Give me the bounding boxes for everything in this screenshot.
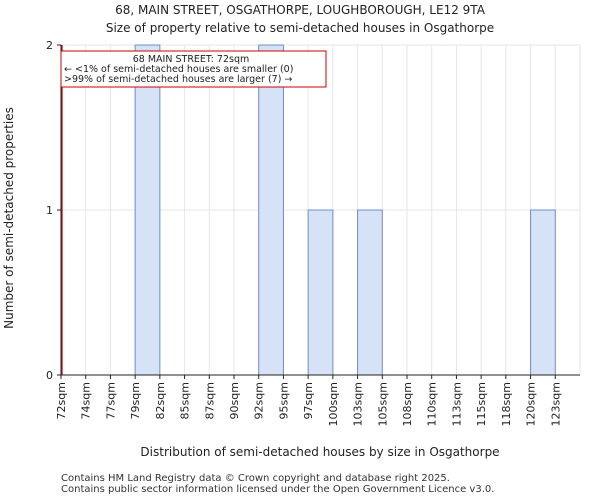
x-tick-label-113sqm: 113sqm <box>450 382 463 426</box>
bar-97sqm <box>307 209 334 376</box>
x-tick-label-105sqm: 105sqm <box>376 382 389 426</box>
footer-line-1: Contains HM Land Registry data © Crown c… <box>61 473 450 484</box>
axes <box>57 44 580 379</box>
x-tick-label-115sqm: 115sqm <box>475 382 488 426</box>
footer-line-2: Contains public sector information licen… <box>61 484 495 495</box>
annotation-line-2: ← <1% of semi-detached houses are smalle… <box>64 64 293 75</box>
bar-103sqm <box>357 209 383 376</box>
x-tick-label-85sqm: 85sqm <box>179 382 192 419</box>
x-tick-label-92sqm: 92sqm <box>253 382 266 419</box>
x-tick-label-77sqm: 77sqm <box>104 382 117 419</box>
y-tick-label-0: 0 <box>46 369 53 382</box>
y-tick-label-1: 1 <box>46 204 53 217</box>
x-tick-label-97sqm: 97sqm <box>302 382 315 419</box>
x-tick-label-79sqm: 79sqm <box>129 382 142 419</box>
x-tick-label-74sqm: 74sqm <box>80 382 93 419</box>
annotation-box: 68 MAIN STREET: 72sqm ← <1% of semi-deta… <box>60 50 327 88</box>
chart-title: 68, MAIN STREET, OSGATHORPE, LOUGHBOROUG… <box>115 3 486 17</box>
x-axis-label: Distribution of semi-detached houses by … <box>140 445 499 459</box>
x-tick-label-72sqm: 72sqm <box>55 382 68 419</box>
chart-subtitle: Size of property relative to semi-detach… <box>106 21 494 35</box>
x-tick-label-95sqm: 95sqm <box>277 382 290 419</box>
x-tick-label-90sqm: 90sqm <box>228 382 241 419</box>
annotation-line-1: 68 MAIN STREET: 72sqm <box>133 54 249 65</box>
x-tick-label-110sqm: 110sqm <box>426 382 439 426</box>
x-tick-label-82sqm: 82sqm <box>154 382 167 419</box>
x-tick-label-123sqm: 123sqm <box>549 382 562 426</box>
bar-120sqm <box>530 209 556 376</box>
x-tick-label-120sqm: 120sqm <box>525 382 538 426</box>
annotation-line-3: >99% of semi-detached houses are larger … <box>64 74 292 85</box>
bar-92sqm <box>258 44 284 376</box>
bar-79sqm <box>134 44 161 376</box>
x-tick-label-108sqm: 108sqm <box>401 382 414 426</box>
x-tick-label-87sqm: 87sqm <box>203 382 216 419</box>
tick-labels: 0 1 2 72sqm 74sqm 77sqm 79sqm 82sqm 85sqm 87sqm 90… <box>46 39 562 426</box>
y-tick-label-2: 2 <box>46 39 53 52</box>
x-tick-label-103sqm: 103sqm <box>352 382 365 426</box>
x-tick-label-100sqm: 100sqm <box>327 382 340 426</box>
x-tick-label-118sqm: 118sqm <box>500 382 513 426</box>
y-axis-label: Number of semi-detached properties <box>2 107 16 329</box>
